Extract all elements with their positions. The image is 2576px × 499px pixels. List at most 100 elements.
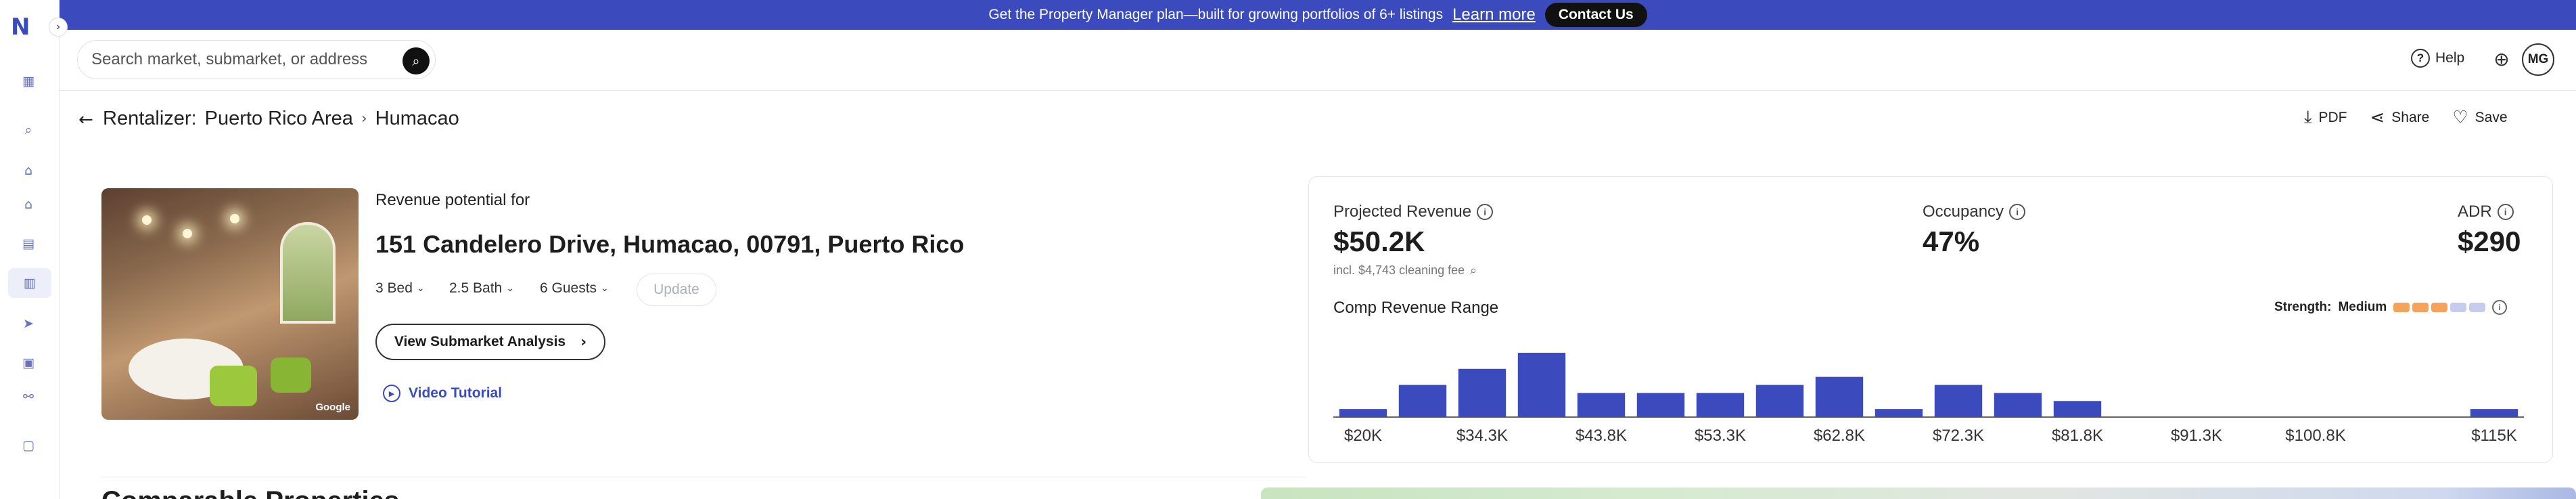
chevron-right-icon[interactable]: › — [49, 18, 68, 37]
info-icon[interactable]: i — [1477, 204, 1494, 220]
share-button[interactable]: ⋖ Share — [2370, 107, 2430, 128]
revenue-metrics-card: Projected Revenue i $50.2K incl. $4,743 … — [1308, 176, 2553, 463]
histogram-bar[interactable] — [1577, 393, 1626, 417]
back-arrow-icon[interactable]: ← — [78, 110, 93, 130]
photo-chair — [271, 357, 311, 393]
comparables-title: Comparable Properties — [101, 486, 399, 499]
update-button[interactable]: Update — [637, 274, 716, 306]
help-icon: ? — [2411, 49, 2430, 68]
search-icon[interactable]: ⌕ — [24, 123, 32, 137]
x-tick-label: $43.8K — [1576, 427, 1627, 445]
bath-select[interactable]: 2.5 Bath ⌄ — [449, 280, 514, 297]
bed-select[interactable]: 3 Bed ⌄ — [375, 280, 425, 297]
info-icon[interactable]: i — [2009, 204, 2026, 220]
video-tutorial-label: Video Tutorial — [409, 385, 503, 401]
share-icon: ⋖ — [2370, 107, 2385, 128]
info-icon[interactable]: i — [2497, 204, 2514, 220]
strength-segment — [2412, 303, 2429, 312]
photo-credit: Google — [315, 402, 350, 413]
histogram-bar[interactable] — [1696, 393, 1745, 417]
learn-more-link[interactable]: Learn more — [1452, 5, 1536, 24]
link-icon[interactable]: ⚯ — [23, 389, 34, 404]
breadcrumb-market[interactable]: Puerto Rico Area — [204, 108, 353, 129]
photo-lamp — [142, 215, 152, 225]
app-logo[interactable]: N — [11, 14, 30, 41]
view-submarket-analysis-button[interactable]: View Submarket Analysis › — [375, 324, 605, 360]
strength-indicator: Strength: Medium i — [2274, 300, 2508, 315]
breadcrumb-bar: ← Rentalizer: Puerto Rico Area › Humacao… — [60, 91, 2576, 152]
histogram-bar[interactable] — [1458, 368, 1506, 417]
contact-us-button[interactable]: Contact Us — [1544, 3, 1647, 27]
occupancy-value: 47% — [1923, 225, 1980, 257]
video-tutorial-link[interactable]: ▶ Video Tutorial — [383, 385, 502, 402]
histogram-bar[interactable] — [2470, 409, 2518, 417]
search-input[interactable] — [91, 50, 396, 69]
photo-lamp — [183, 229, 192, 238]
revenue-potential-label: Revenue potential for — [375, 191, 530, 209]
avatar[interactable]: MG — [2522, 43, 2554, 76]
saved-icon[interactable]: ▢ — [22, 438, 34, 453]
promo-banner: Get the Property Manager plan—built for … — [60, 0, 2576, 30]
adr-text: ADR — [2458, 202, 2492, 221]
histogram-bar[interactable] — [1934, 385, 1983, 418]
histogram-bar[interactable] — [1874, 409, 1923, 417]
x-tick-label: $62.8K — [1814, 427, 1865, 445]
comp-revenue-range-title: Comp Revenue Range — [1333, 299, 1499, 317]
breadcrumb: Rentalizer: Puerto Rico Area › Humacao — [103, 108, 459, 130]
home-lock-icon[interactable]: ⌂ — [24, 163, 33, 178]
histogram-bar[interactable] — [1636, 393, 1685, 417]
heart-icon: ♡ — [2452, 107, 2468, 128]
photo-window — [280, 222, 336, 324]
histogram-bar[interactable] — [1517, 353, 1566, 417]
occupancy-text: Occupancy — [1923, 202, 2004, 221]
send-icon[interactable]: ➤ — [23, 316, 34, 331]
search-bar: ⌕ — [77, 40, 436, 79]
photo-chair — [210, 366, 257, 406]
strength-value: Medium — [2338, 300, 2387, 314]
rentalizer-icon[interactable]: ▥ — [8, 268, 51, 298]
calendar-icon[interactable]: ▣ — [22, 355, 34, 370]
histogram-bar[interactable] — [1398, 385, 1447, 418]
projected-revenue-text: Projected Revenue — [1333, 202, 1472, 221]
save-button[interactable]: ♡ Save — [2452, 107, 2507, 128]
histogram-bar[interactable] — [1339, 409, 1387, 417]
comp-revenue-histogram: $20K $34.3K $43.8K $53.3K $62.8K $72.3K $81.8K… — [1333, 353, 2524, 445]
home-icon[interactable]: ⌂ — [24, 197, 33, 212]
pdf-button[interactable]: ⤓ PDF — [2304, 107, 2347, 128]
histogram-bar[interactable] — [1755, 385, 1804, 418]
banner-text: Get the Property Manager plan—built for … — [988, 7, 1444, 22]
bath-value: 2.5 Bath — [449, 280, 503, 296]
histogram-bar[interactable] — [1815, 376, 1864, 417]
download-icon: ⤓ — [2304, 107, 2312, 127]
property-address: 151 Candelero Drive, Humacao, 00791, Pue… — [375, 230, 965, 258]
x-tick-label: $81.8K — [2052, 427, 2103, 445]
help-button[interactable]: ? Help — [2411, 49, 2464, 68]
dashboard-icon[interactable]: ▦ — [22, 74, 34, 89]
search-icon[interactable]: ⌕ — [402, 47, 430, 74]
info-icon[interactable]: i — [2492, 300, 2508, 315]
left-nav-rail: N › ▦ ⌕ ⌂ ⌂ ▤ ▥ ➤ ▣ ⚯ ▢ — [0, 0, 68, 499]
globe-icon[interactable]: ⊕ — [2493, 48, 2510, 70]
strength-segment — [2450, 303, 2467, 312]
guests-select[interactable]: 6 Guests ⌄ — [540, 280, 609, 297]
strength-segment — [2431, 303, 2448, 312]
adr-label: ADR i — [2458, 202, 2514, 221]
share-label: Share — [2391, 109, 2430, 125]
chevron-right-icon: › — [361, 110, 367, 127]
pdf-label: PDF — [2318, 109, 2347, 125]
comparables-map[interactable] — [1261, 487, 2576, 499]
chevron-right-icon: › — [580, 333, 587, 351]
property-photo[interactable]: Google — [101, 188, 359, 420]
bed-value: 3 Bed — [375, 280, 413, 296]
top-header: ⌕ ? Help ⊕ MG — [60, 30, 2576, 91]
breadcrumb-submarket[interactable]: Humacao — [375, 108, 459, 129]
report-icon[interactable]: ▤ — [22, 236, 34, 251]
cleaning-fee-text: incl. $4,743 cleaning fee — [1333, 263, 1465, 277]
strength-segment — [2393, 303, 2410, 312]
projected-revenue-value: $50.2K — [1333, 225, 1425, 257]
histogram-bar[interactable] — [1994, 393, 2042, 417]
page-actions: ⤓ PDF ⋖ Share ♡ Save — [2304, 107, 2508, 128]
x-tick-label: $91.3K — [2171, 427, 2222, 445]
histogram-bar[interactable] — [2053, 401, 2102, 417]
view-submarket-label: View Submarket Analysis — [394, 334, 566, 349]
